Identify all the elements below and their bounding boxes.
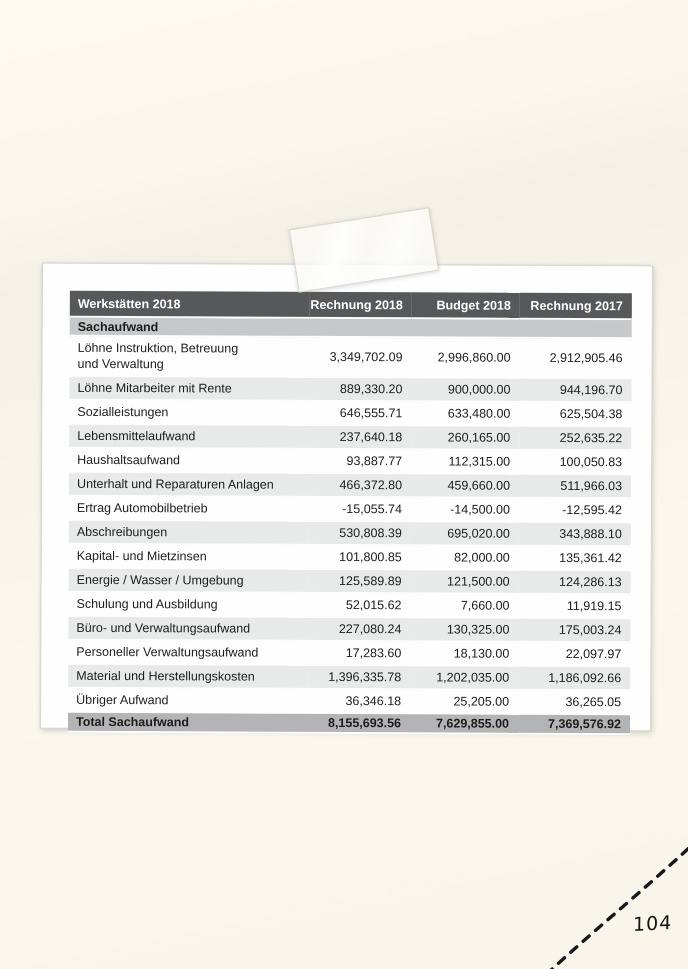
cell-rechnung-2018: 93,887.77 [309, 449, 412, 475]
table-row: Unterhalt und Reparaturen Anlagen 466,37… [68, 472, 632, 500]
cell-rechnung-2018: 530,808.39 [308, 521, 411, 547]
total-rechnung-2018: 8,155,693.56 [307, 713, 411, 735]
cell-rechnung-2018: 237,640.18 [309, 425, 412, 451]
table-row: Personeller Verwaltungsaufwand 17,283.60… [68, 640, 631, 668]
table-row: Ertrag Automobilbetrieb -15,055.74 -14,5… [68, 496, 631, 524]
cell-rechnung-2018: 52,015.62 [308, 593, 411, 619]
table-header-row: Werkstätten 2018 Rechnung 2018 Budget 20… [69, 290, 632, 321]
table-row: Löhne Mitarbeiter mit Rente 889,330.20 9… [69, 376, 632, 404]
cell-budget-2018: 2,996,860.00 [411, 338, 520, 379]
row-label: Material und Herstellungskosten [68, 664, 309, 690]
cell-rechnung-2018: 125,589.89 [308, 569, 411, 595]
cell-rechnung-2018: 227,080.24 [308, 617, 411, 643]
cell-rechnung-2017: 944,196.70 [519, 378, 632, 404]
cell-budget-2018: 459,660.00 [410, 474, 520, 499]
table-row: Übriger Aufwand 36,346.18 25,205.00 36,2… [68, 688, 631, 716]
table-row: Energie / Wasser / Umgebung 125,589.89 1… [68, 568, 631, 596]
cell-rechnung-2018: 3,349,702.09 [309, 337, 412, 379]
column-header-rechnung-2018: Rechnung 2018 [309, 291, 412, 320]
table-row: Sozialleistungen 646,555.71 633,480.00 6… [69, 400, 632, 428]
cell-rechnung-2017: 100,050.83 [519, 450, 632, 476]
cell-rechnung-2017: 1,186,092.66 [518, 666, 631, 692]
total-rechnung-2017: 7,369,576.92 [517, 714, 631, 736]
total-label: Total Sachaufwand [67, 712, 309, 734]
cell-rechnung-2018: 1,396,335.78 [308, 665, 411, 691]
cell-budget-2018: 130,325.00 [410, 618, 519, 643]
table-row: Haushaltsaufwand 93,887.77 112,315.00 10… [69, 448, 632, 476]
cell-rechnung-2018: 36,346.18 [308, 689, 411, 715]
row-label: Übriger Aufwand [68, 688, 309, 714]
row-label: Löhne Mitarbeiter mit Rente [69, 376, 310, 402]
cell-rechnung-2017: 11,919.15 [518, 594, 631, 620]
financial-table: Werkstätten 2018 Rechnung 2018 Budget 20… [67, 290, 632, 736]
cell-rechnung-2017: 22,097.97 [518, 642, 631, 668]
cell-budget-2018: 82,000.00 [410, 546, 519, 571]
cell-budget-2018: 633,480.00 [411, 402, 520, 427]
column-header-budget-2018: Budget 2018 [411, 292, 520, 320]
table-row: Löhne Instruktion, Betreuung und Verwalt… [69, 336, 632, 380]
cell-rechnung-2017: 511,966.03 [518, 474, 632, 500]
row-label: Unterhalt und Reparaturen Anlagen [68, 472, 310, 498]
cell-budget-2018: 7,660.00 [410, 594, 519, 619]
cell-budget-2018: 112,315.00 [411, 450, 520, 475]
section-header-row: Sachaufwand [69, 317, 632, 340]
cell-rechnung-2017: 252,635.22 [519, 426, 632, 452]
table-row: Abschreibungen 530,808.39 695,020.00 343… [68, 520, 631, 548]
cell-rechnung-2018: 17,283.60 [308, 641, 411, 667]
cell-budget-2018: 25,205.00 [410, 690, 519, 715]
cell-rechnung-2018: 889,330.20 [309, 377, 412, 403]
row-label: Abschreibungen [68, 520, 309, 546]
cell-rechnung-2017: 124,286.13 [518, 570, 631, 596]
cell-rechnung-2018: -15,055.74 [308, 497, 411, 523]
column-header-title: Werkstätten 2018 [69, 290, 310, 319]
cell-budget-2018: -14,500.00 [410, 498, 519, 523]
cell-rechnung-2017: 135,361.42 [518, 546, 631, 572]
cell-budget-2018: 18,130.00 [410, 642, 519, 667]
row-label: Büro- und Verwaltungsaufwand [68, 616, 309, 642]
cell-rechnung-2018: 466,372.80 [308, 473, 412, 499]
cell-budget-2018: 900,000.00 [411, 378, 520, 403]
cell-rechnung-2017: 625,504.38 [519, 402, 632, 428]
row-label: Energie / Wasser / Umgebung [68, 568, 309, 594]
row-label: Ertrag Automobilbetrieb [68, 496, 309, 522]
table-row: Büro- und Verwaltungsaufwand 227,080.24 … [68, 616, 631, 644]
cell-budget-2018: 1,202,035.00 [410, 666, 519, 691]
cell-budget-2018: 260,165.00 [411, 426, 520, 451]
row-label: Kapital- und Mietzinsen [68, 544, 309, 570]
total-budget-2018: 7,629,855.00 [409, 714, 519, 735]
table-body: Löhne Instruktion, Betreuung und Verwalt… [68, 336, 632, 716]
cell-budget-2018: 121,500.00 [410, 570, 519, 595]
row-label: Personeller Verwaltungsaufwand [68, 640, 309, 666]
column-header-rechnung-2017: Rechnung 2017 [519, 292, 632, 321]
row-label: Sozialleistungen [69, 400, 310, 426]
cell-rechnung-2018: 101,800.85 [308, 545, 411, 571]
row-label: Löhne Instruktion, Betreuung und Verwalt… [69, 336, 310, 378]
cell-rechnung-2018: 646,555.71 [309, 401, 412, 427]
table-row: Kapital- und Mietzinsen 101,800.85 82,00… [68, 544, 631, 572]
cell-rechnung-2017: 343,888.10 [518, 522, 631, 548]
page-number: 104 [632, 911, 673, 937]
row-label: Lebensmittelaufwand [69, 424, 310, 450]
total-row: Total Sachaufwand 8,155,693.56 7,629,855… [67, 712, 631, 736]
row-label: Schulung und Ausbildung [68, 592, 309, 618]
cell-rechnung-2017: 36,265.05 [518, 690, 631, 716]
table-row: Material und Herstellungskosten 1,396,33… [68, 664, 631, 692]
row-label: Haushaltsaufwand [69, 448, 310, 474]
cell-rechnung-2017: -12,595.42 [518, 498, 631, 524]
section-header-label: Sachaufwand [69, 317, 632, 340]
cell-budget-2018: 695,020.00 [410, 522, 519, 547]
scanned-report-page: Werkstätten 2018 Rechnung 2018 Budget 20… [39, 262, 654, 736]
cell-rechnung-2017: 175,003.24 [518, 618, 631, 644]
cell-rechnung-2017: 2,912,905.46 [519, 338, 632, 380]
table-row: Lebensmittelaufwand 237,640.18 260,165.0… [69, 424, 632, 452]
table-row: Schulung und Ausbildung 52,015.62 7,660.… [68, 592, 631, 620]
